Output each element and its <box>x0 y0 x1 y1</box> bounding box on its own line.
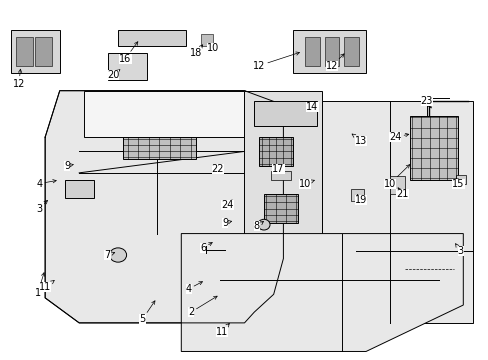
Text: 22: 22 <box>211 164 224 174</box>
Text: 4: 4 <box>36 179 56 189</box>
Text: 9: 9 <box>222 218 231 228</box>
Polygon shape <box>64 180 94 198</box>
Text: 10: 10 <box>206 43 219 53</box>
Bar <box>271 171 290 180</box>
Text: 23: 23 <box>420 96 432 108</box>
Text: 18: 18 <box>189 45 202 58</box>
Text: 24: 24 <box>221 200 233 210</box>
Text: 13: 13 <box>351 134 366 146</box>
Ellipse shape <box>257 219 269 230</box>
Polygon shape <box>259 137 292 166</box>
Text: 17: 17 <box>272 164 284 174</box>
Bar <box>324 37 339 66</box>
Bar <box>344 37 358 66</box>
Text: 11: 11 <box>39 280 54 292</box>
Text: 5: 5 <box>139 301 155 324</box>
Polygon shape <box>264 194 297 223</box>
Text: 16: 16 <box>119 42 138 64</box>
Polygon shape <box>11 30 60 73</box>
Polygon shape <box>254 102 317 126</box>
Bar <box>35 37 52 66</box>
Text: 12: 12 <box>13 69 25 89</box>
Text: 2: 2 <box>187 296 217 317</box>
Polygon shape <box>244 91 322 323</box>
Polygon shape <box>322 102 472 323</box>
Text: 3: 3 <box>455 244 463 256</box>
Text: 4: 4 <box>185 282 202 294</box>
Bar <box>455 175 465 184</box>
Bar <box>201 33 212 46</box>
Polygon shape <box>108 53 147 80</box>
Text: 24: 24 <box>388 132 408 142</box>
Text: 11: 11 <box>215 323 229 337</box>
Bar <box>351 189 363 202</box>
Text: 14: 14 <box>306 102 318 112</box>
Bar <box>16 37 33 66</box>
Text: 8: 8 <box>253 221 263 231</box>
Text: 7: 7 <box>104 250 115 260</box>
Polygon shape <box>118 30 186 46</box>
Text: 21: 21 <box>396 188 408 199</box>
Text: 15: 15 <box>451 179 464 189</box>
Text: 9: 9 <box>64 161 73 171</box>
Bar <box>305 37 319 66</box>
Bar <box>389 176 404 194</box>
Text: 6: 6 <box>200 243 212 253</box>
Polygon shape <box>84 91 244 137</box>
Text: 10: 10 <box>299 179 314 189</box>
Text: 12: 12 <box>252 52 299 71</box>
Polygon shape <box>409 116 458 180</box>
Polygon shape <box>45 91 283 323</box>
Text: 20: 20 <box>107 69 120 80</box>
Text: 19: 19 <box>354 195 366 204</box>
Text: 1: 1 <box>35 273 44 297</box>
Text: 10: 10 <box>384 165 409 189</box>
Polygon shape <box>122 137 196 158</box>
Polygon shape <box>292 30 366 73</box>
Polygon shape <box>181 234 462 351</box>
Text: 12: 12 <box>325 54 344 71</box>
Ellipse shape <box>109 248 126 262</box>
Text: 3: 3 <box>36 201 47 213</box>
